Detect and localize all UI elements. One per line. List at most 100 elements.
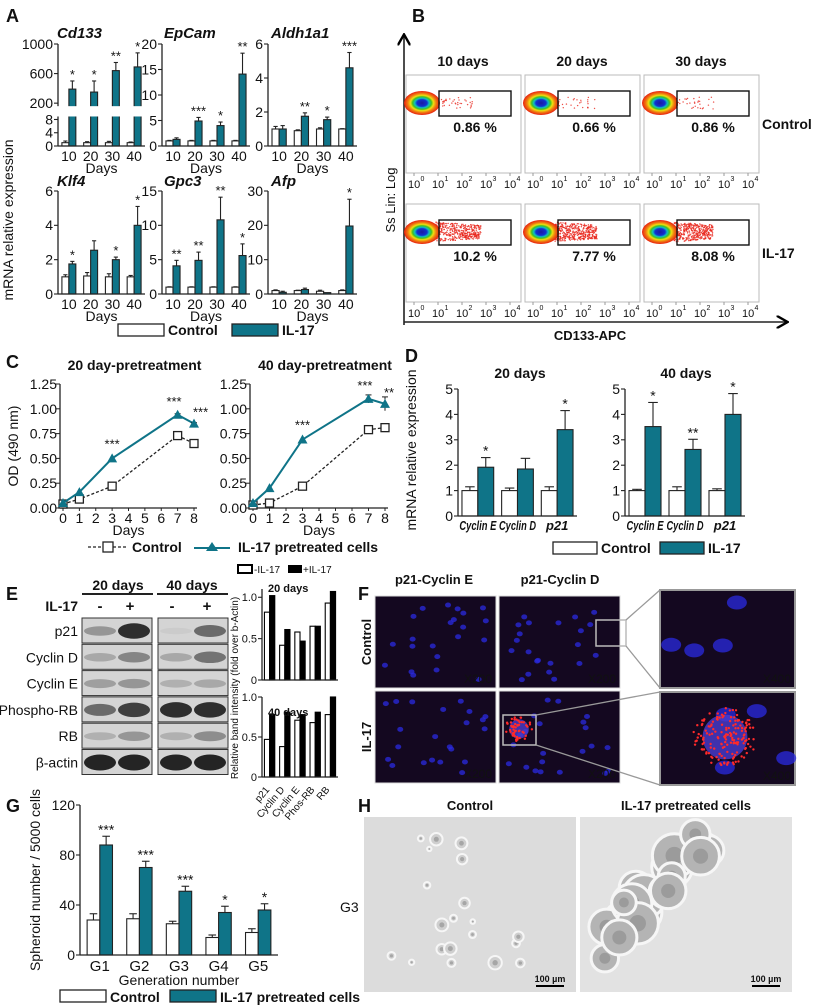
x-tick-label: 10 [623, 179, 635, 191]
gate-rectangle [438, 90, 512, 117]
x-tick-exponent: 3 [493, 305, 497, 312]
x-tick-label: 10 [575, 179, 587, 191]
x-tick-label: 10 [551, 308, 563, 320]
x-tick-exponent: 0 [421, 176, 425, 183]
p21-signal-dot [714, 730, 717, 733]
event-dot [583, 223, 586, 225]
event-dot [479, 228, 481, 231]
x-tick-label: 30 [105, 148, 121, 164]
event-dot [476, 238, 479, 240]
event-dot [450, 222, 452, 225]
spheroid-core [518, 961, 523, 965]
event-dot [559, 236, 562, 238]
event-dot [472, 238, 475, 240]
event-dot [712, 228, 714, 231]
event-dot [456, 224, 458, 227]
magnification-label: X200 [464, 672, 492, 686]
event-dot [589, 228, 592, 230]
spheroid-core [459, 840, 464, 846]
event-dot [567, 96, 569, 99]
event-dot [703, 233, 705, 236]
p21-signal-dot [734, 727, 737, 730]
event-dot [458, 233, 461, 235]
x-tick-label: 3 [108, 510, 116, 526]
x-tick-label: Cyclin D [667, 518, 704, 533]
x-tick-exponent: 4 [755, 305, 759, 312]
p21-signal-dot [719, 762, 722, 765]
p21-signal-dot [701, 742, 704, 746]
p21-signal-dot [726, 750, 729, 754]
event-dot [692, 106, 694, 109]
p21-signal-dot [711, 720, 715, 723]
event-dot [693, 238, 695, 241]
event-dot [442, 240, 444, 242]
event-dot [685, 98, 688, 100]
bar-control [315, 128, 325, 147]
bar-chart-A-Afp: * 0 10 20 30 10 20 30 40 Days Afp [247, 173, 357, 324]
y-tick-label: 600 [30, 65, 54, 81]
event-dot [691, 224, 693, 226]
event-dot [462, 224, 465, 227]
spheroid-core [460, 857, 465, 862]
event-dot [707, 228, 709, 230]
p21-signal-dot [731, 736, 734, 740]
nucleus [429, 757, 436, 763]
event-dot [702, 229, 704, 232]
nucleus [381, 662, 388, 668]
event-dot [701, 232, 704, 235]
p21-signal-dot [701, 748, 704, 751]
y-tick-label: 2 [612, 457, 620, 473]
p21-signal-dot [508, 728, 512, 732]
event-dot [706, 230, 708, 232]
magnification-label: X200 [588, 767, 616, 781]
density-blob [642, 91, 678, 115]
p21-signal-dot [522, 731, 525, 734]
event-dot [465, 100, 467, 102]
protein-band [118, 731, 150, 741]
event-dot [445, 98, 447, 101]
p21-signal-dot [709, 746, 712, 749]
legend-label: Control [132, 539, 182, 555]
bar-il-17 [684, 448, 702, 517]
event-dot [688, 237, 690, 239]
event-dot [562, 222, 564, 224]
event-dot [683, 223, 686, 225]
event-dot [710, 233, 712, 236]
event-dot [464, 99, 466, 101]
nucleus [393, 698, 400, 704]
density-blob [523, 220, 559, 244]
event-dot [586, 229, 589, 231]
event-dot [566, 236, 568, 238]
event-dot [694, 238, 696, 241]
event-dot [443, 228, 446, 231]
line-chart-C-40: 0.00 0.25 0.50 0.75 1.00 1.25 0 1 2 3 4 5 6 7 8 Days 40 … [220, 357, 394, 538]
event-dot [582, 233, 584, 235]
event-dot [586, 227, 589, 229]
p21-signal-dot [701, 722, 704, 726]
spheroid-core [599, 952, 611, 964]
spheroid-core [439, 947, 444, 952]
x-axis-label: Days [297, 308, 329, 324]
p21-signal-dot [505, 730, 508, 734]
spheroid-core [516, 934, 521, 939]
blot-strip [157, 670, 229, 697]
event-dot [558, 105, 561, 107]
spheroid-core [433, 836, 439, 842]
x-tick-label: 10 [480, 308, 492, 320]
event-dot [686, 232, 689, 234]
fluorescence-image: X400 [659, 589, 796, 689]
x-tick-label: 10 [504, 179, 516, 191]
event-dot [454, 222, 457, 225]
protein-band [194, 702, 226, 718]
event-dot [581, 237, 583, 240]
p21-signal-dot [513, 718, 516, 721]
nucleus [525, 671, 532, 677]
event-dot [461, 230, 464, 232]
event-dot [455, 223, 458, 225]
zoom-box [595, 619, 627, 647]
event-dot [710, 227, 713, 229]
event-dot [446, 227, 448, 230]
p21-signal-dot [710, 732, 714, 736]
event-dot [596, 234, 598, 236]
